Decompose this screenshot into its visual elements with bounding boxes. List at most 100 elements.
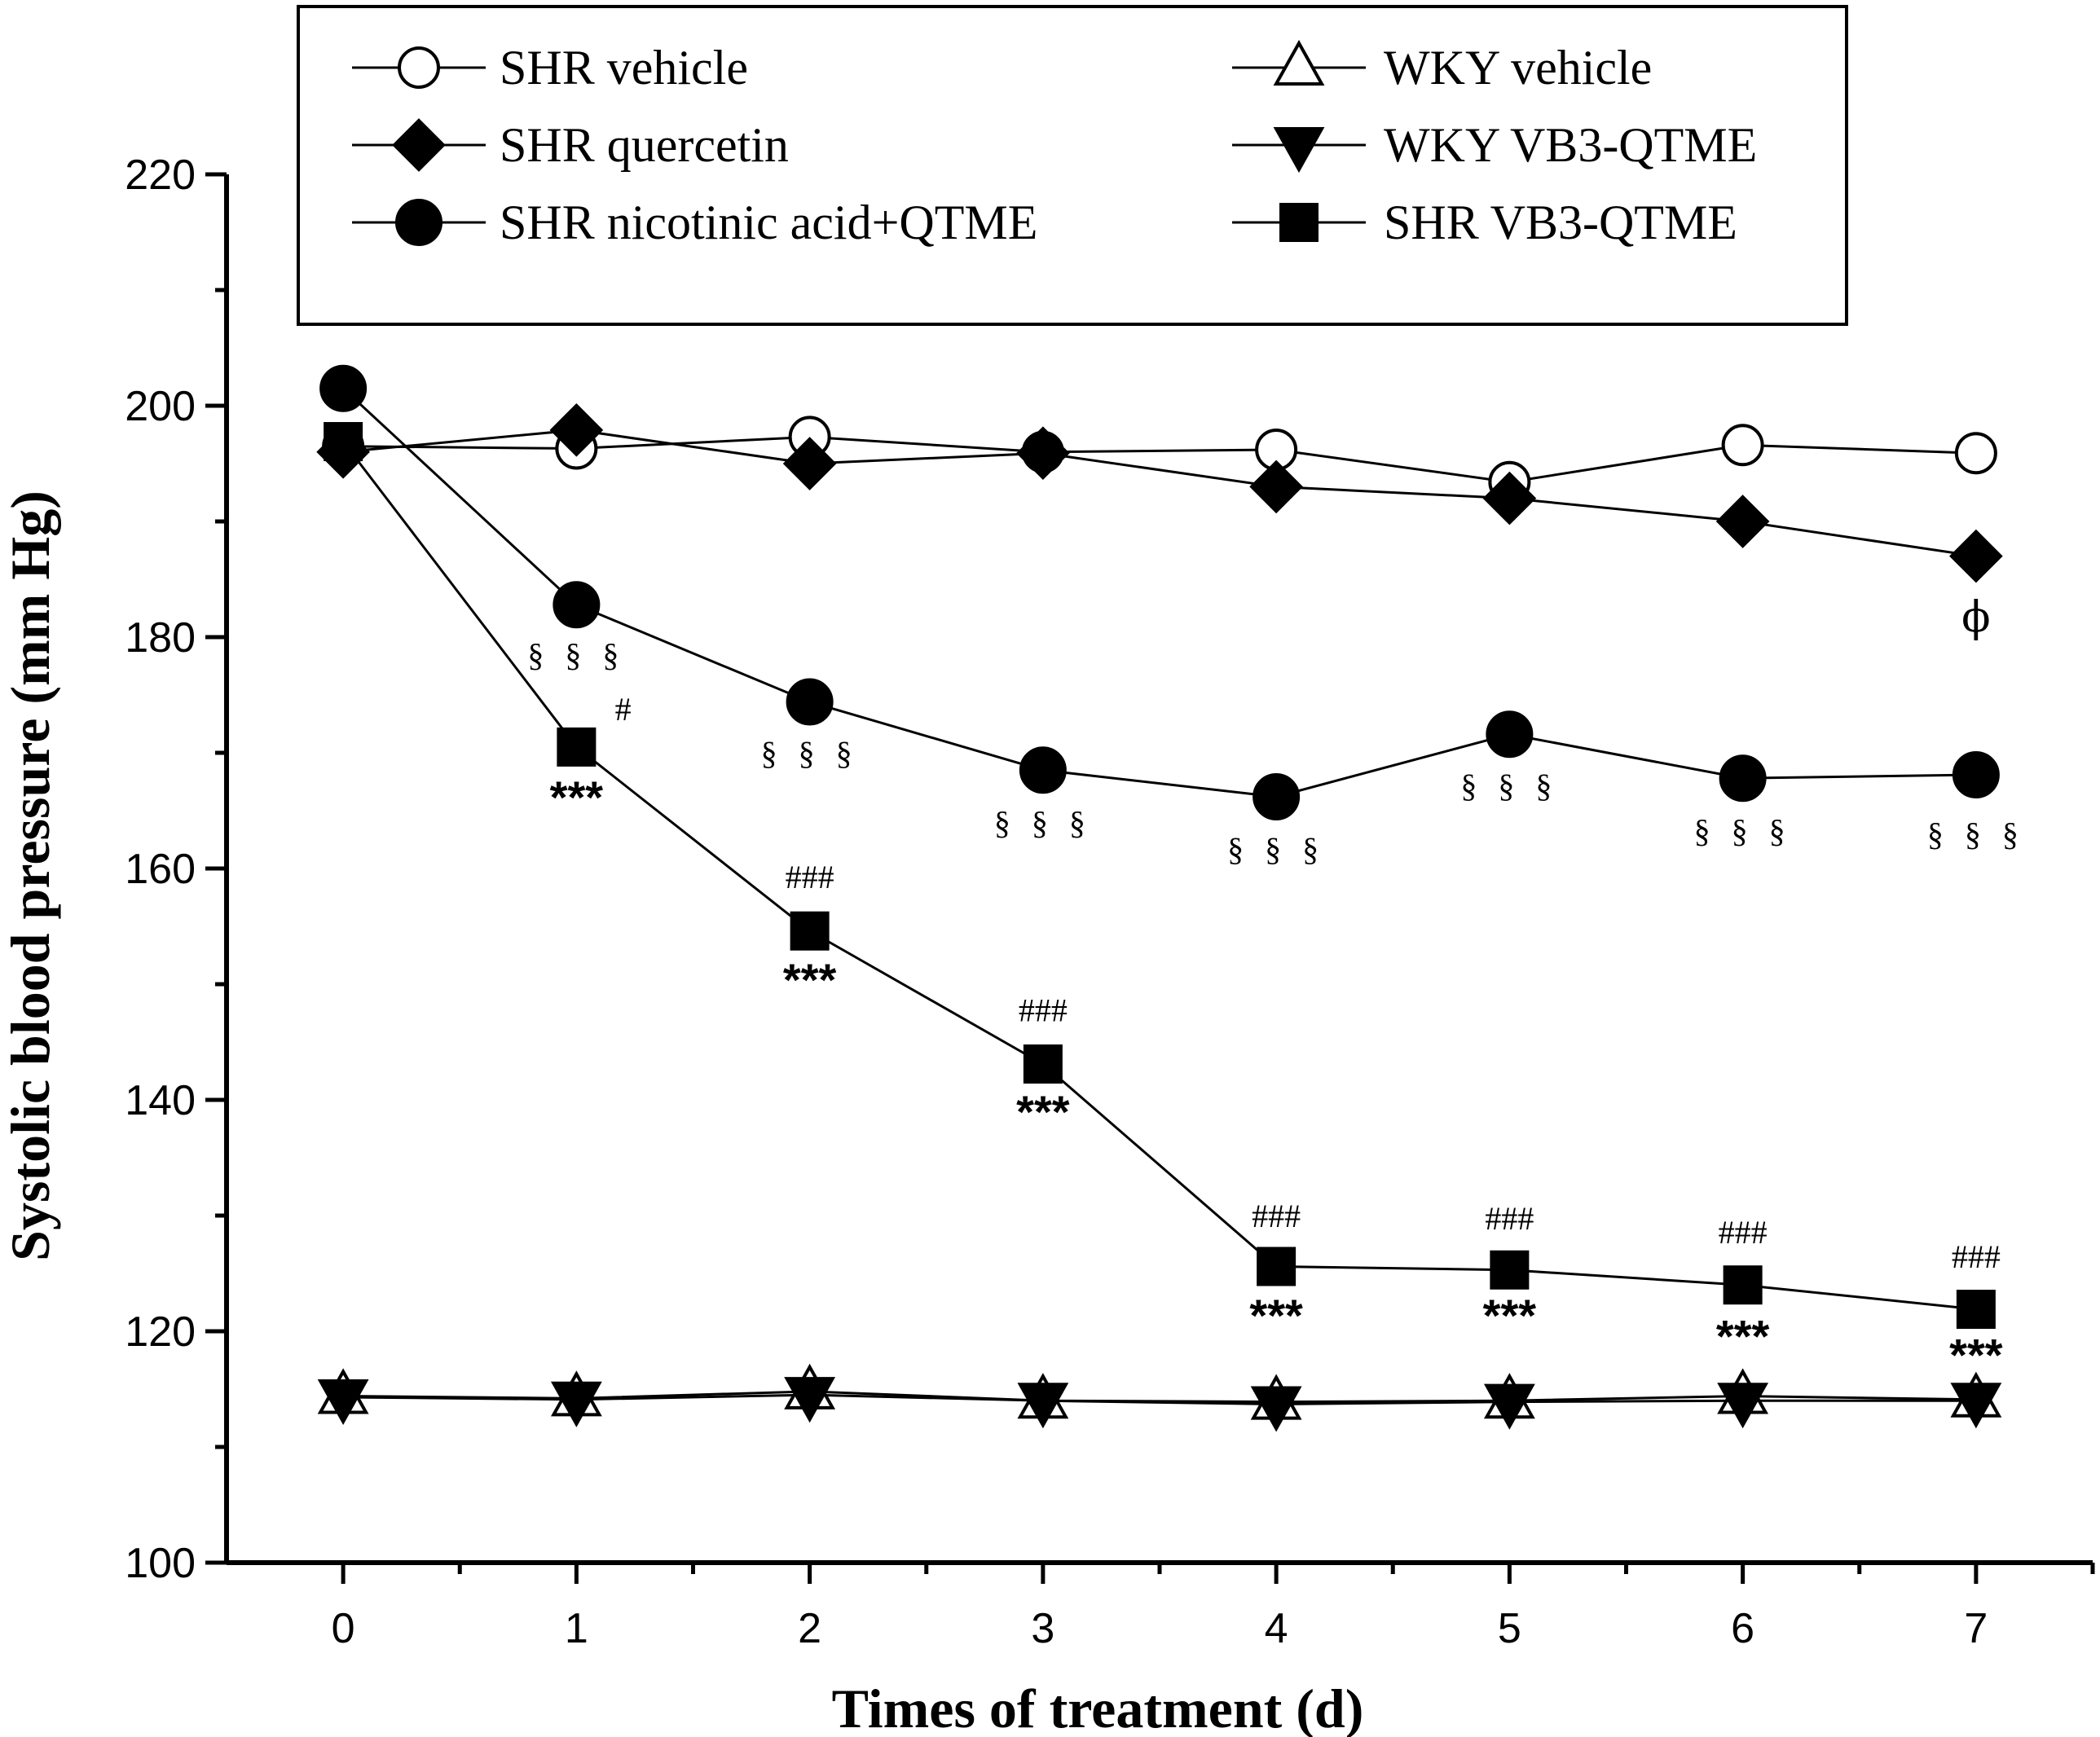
legend-marker: [1273, 127, 1325, 174]
significance-mark: ***: [550, 772, 604, 823]
y-tick-label: 160: [125, 846, 196, 893]
legend: SHR vehicle WKY vehicle SHR quercetin WKY V…: [297, 5, 1848, 326]
legend-marker: [395, 199, 442, 246]
series-line: [342, 429, 1977, 558]
y-tick-label: 200: [125, 383, 196, 430]
series-line: [342, 387, 1976, 798]
data-point: [1717, 1383, 1769, 1429]
data-point: [784, 1377, 836, 1423]
data-point: [1253, 772, 1301, 820]
significance-mark: ###: [1952, 1238, 2001, 1275]
significance-mark: § § §: [1694, 812, 1792, 849]
series-group: [316, 364, 2003, 1432]
axes: 100 120 140 160 180 200 220 0 1 2 3 4 5 6 7: [125, 152, 2095, 1652]
data-point: [1249, 460, 1303, 514]
x-axis-title: Times of treatment (d): [832, 1678, 1364, 1737]
significance-mark: ϕ: [1961, 593, 1990, 642]
legend-label: WKY VB3-QTME: [1384, 118, 1757, 172]
y-tick-label: 220: [125, 152, 196, 199]
data-point: [1950, 1383, 2002, 1429]
x-tick-label: 6: [1731, 1605, 1754, 1652]
data-point: [1715, 495, 1770, 548]
series-wky-vb3-qtme: [317, 1377, 2002, 1432]
data-point: [549, 402, 604, 457]
legend-item: WKY VB3-QTME: [1232, 118, 1757, 174]
data-point: [1486, 710, 1534, 759]
significance-mark: ###: [1252, 1198, 1301, 1234]
series-shr-quercetin: [316, 402, 2003, 583]
data-point: [319, 364, 368, 412]
data-point: [1949, 529, 2003, 583]
data-point: [550, 1381, 602, 1427]
significance-mark: § § §: [761, 735, 859, 772]
significance-mark: ***: [1483, 1290, 1537, 1341]
legend-marker: [398, 46, 440, 89]
data-point: [1016, 426, 1070, 481]
y-tick-label: 140: [125, 1077, 196, 1124]
x-tick-label: 3: [1031, 1605, 1054, 1652]
x-tick-label: 4: [1265, 1605, 1288, 1652]
data-point: [1952, 750, 2000, 798]
series-line: [341, 441, 1977, 1311]
data-point: [1482, 471, 1537, 525]
x-tick-label: 0: [332, 1605, 355, 1652]
series-shr-nicotinic-acid-qtme: [319, 364, 2000, 820]
significance-mark: ***: [1716, 1311, 1770, 1362]
data-point: [1019, 746, 1067, 794]
significance-mark: § § §: [1227, 831, 1325, 868]
legend-box: [297, 5, 1848, 326]
legend-item: SHR quercetin: [352, 118, 789, 172]
data-point: [557, 727, 597, 767]
legend-marker: [1273, 39, 1325, 86]
legend-label: SHR nicotinic acid+QTME: [500, 196, 1037, 249]
significance-mark: § § §: [527, 637, 625, 674]
significance-mark: ###: [1719, 1214, 1768, 1251]
significance-mark: ***: [1016, 1086, 1070, 1137]
series-line: [343, 1393, 1976, 1405]
significance-mark: § § §: [1460, 767, 1558, 804]
significance-mark: § § §: [994, 804, 1092, 841]
data-point: [1954, 432, 1997, 475]
data-point: [1023, 1044, 1063, 1084]
legend-label: SHR VB3-QTME: [1384, 196, 1737, 249]
significance-mark: ***: [783, 954, 837, 1005]
significance-mark: ###: [1485, 1200, 1534, 1237]
data-point: [790, 911, 830, 951]
legend-marker: [392, 118, 446, 172]
data-point: [324, 422, 363, 462]
legend-item: SHR vehicle: [352, 41, 748, 95]
x-tick-label: 2: [798, 1605, 821, 1652]
significance-mark: ###: [1019, 992, 1068, 1028]
data-point: [1723, 1265, 1763, 1305]
y-tick-label: 120: [125, 1308, 196, 1356]
annotations: § § §§ § §§ § §§ § §§ § §§ § § § § §ϕ####…: [527, 593, 2025, 1380]
series-line: [343, 435, 1976, 484]
legend-label: SHR vehicle: [500, 41, 748, 95]
legend-item: WKY vehicle: [1232, 39, 1652, 95]
y-tick-label: 100: [125, 1540, 196, 1587]
significance-mark: ***: [1949, 1329, 2003, 1380]
series-shr-vb3-qtme: [324, 422, 1996, 1330]
data-point: [1719, 754, 1767, 803]
data-point: [786, 678, 834, 726]
y-tick-label: 180: [125, 614, 196, 662]
data-point: [1721, 424, 1764, 467]
data-point: [553, 581, 601, 629]
data-point: [1017, 1383, 1069, 1429]
x-tick-label: 5: [1498, 1605, 1521, 1652]
significance-mark: ###: [786, 859, 834, 895]
data-point: [1250, 1386, 1302, 1432]
x-tick-label: 1: [565, 1605, 588, 1652]
data-point: [317, 1379, 369, 1426]
significance-mark: § § §: [1927, 816, 2025, 853]
significance-mark: #: [615, 691, 632, 728]
significance-mark: ***: [1249, 1290, 1303, 1341]
x-tick-label: 7: [1964, 1605, 1988, 1652]
data-point: [1257, 1247, 1297, 1286]
legend-label: SHR quercetin: [500, 118, 789, 172]
legend-item: SHR VB3-QTME: [1232, 196, 1737, 249]
data-point: [1956, 1290, 1996, 1330]
y-axis-title: Systolic blood pressure (mm Hg): [0, 490, 61, 1261]
legend-label: WKY vehicle: [1384, 41, 1652, 95]
